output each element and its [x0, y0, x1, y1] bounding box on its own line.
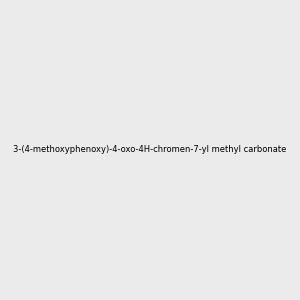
- Text: 3-(4-methoxyphenoxy)-4-oxo-4H-chromen-7-yl methyl carbonate: 3-(4-methoxyphenoxy)-4-oxo-4H-chromen-7-…: [13, 146, 287, 154]
